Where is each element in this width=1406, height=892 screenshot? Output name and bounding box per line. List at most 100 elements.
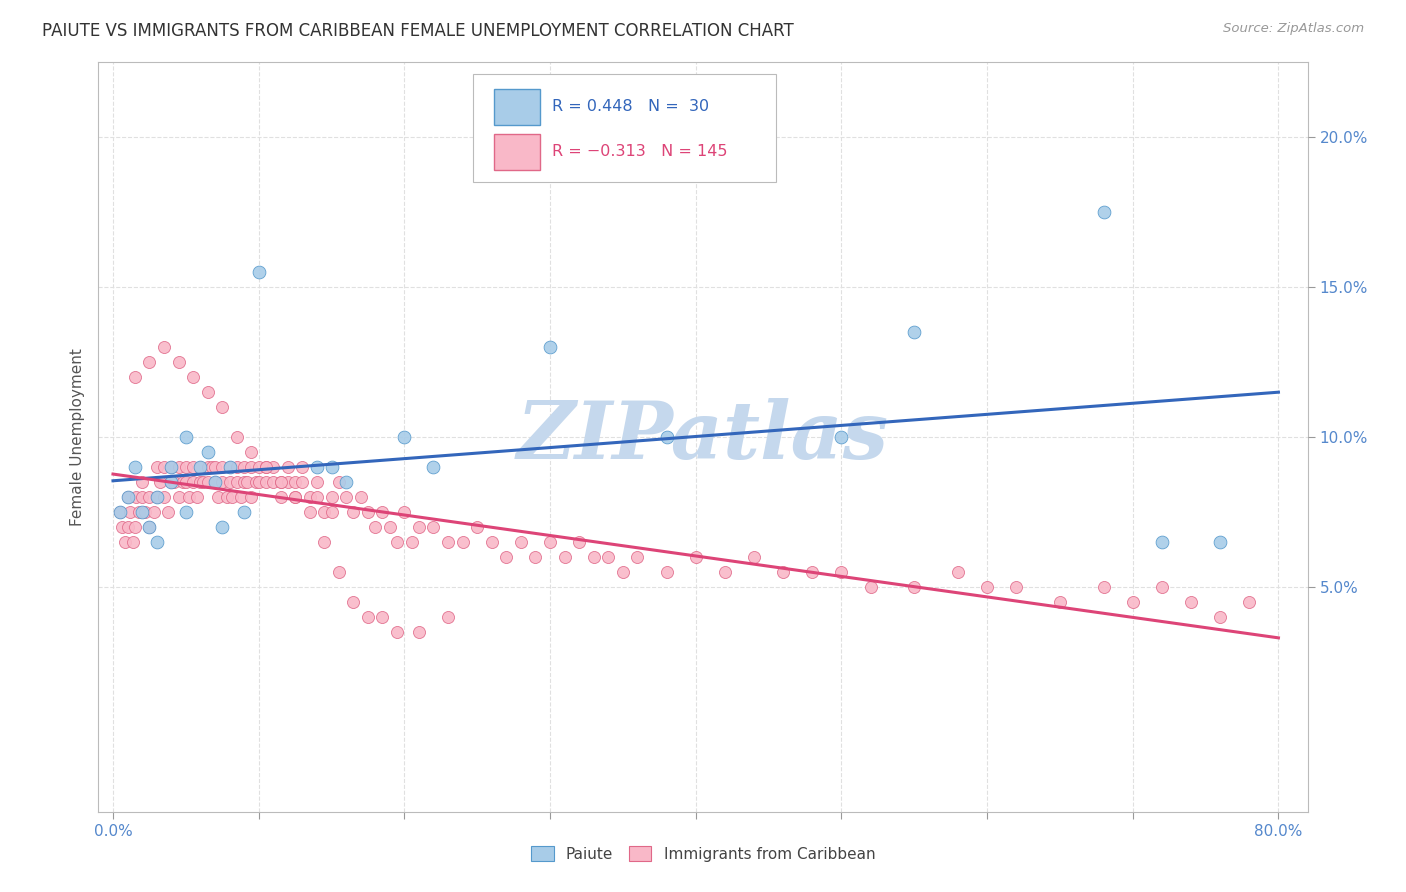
Point (124, 460, 146, 475)
Point (145, 490, 167, 504)
Text: Source: ZipAtlas.com: Source: ZipAtlas.com (1223, 22, 1364, 36)
Point (145, 535, 167, 549)
Point (284, 490, 307, 504)
Point (655, 430, 678, 444)
Point (254, 475, 277, 489)
Point (538, 340, 561, 354)
Point (181, 475, 204, 489)
Point (305, 475, 328, 489)
Point (153, 490, 176, 504)
Point (110, 505, 132, 519)
Point (335, 475, 357, 489)
Point (211, 475, 233, 489)
Point (211, 520, 233, 534)
Point (262, 460, 284, 475)
Point (1150, 580, 1173, 594)
Point (582, 549, 605, 564)
Point (328, 475, 350, 489)
Text: R = 0.448   N =  30: R = 0.448 N = 30 (551, 99, 709, 114)
Point (270, 475, 292, 489)
Point (598, 549, 620, 564)
Point (305, 490, 328, 504)
Point (1005, 580, 1028, 594)
Point (114, 535, 136, 549)
Point (190, 460, 212, 475)
Point (626, 549, 648, 564)
Point (247, 460, 270, 475)
Point (190, 460, 212, 475)
Point (385, 624, 408, 639)
Point (1209, 610, 1232, 624)
Point (321, 460, 343, 475)
Point (138, 355, 160, 369)
Point (124, 370, 146, 384)
Point (801, 565, 824, 579)
Point (946, 565, 969, 579)
Point (394, 505, 416, 519)
Point (153, 340, 176, 354)
Point (714, 565, 737, 579)
Point (145, 490, 167, 504)
Point (111, 520, 134, 534)
Point (394, 430, 416, 444)
Point (167, 355, 190, 369)
Point (298, 505, 321, 519)
Point (291, 460, 314, 475)
Point (167, 490, 190, 504)
Point (321, 490, 343, 504)
Point (612, 565, 634, 579)
Point (174, 505, 197, 519)
Point (903, 325, 925, 339)
Point (655, 565, 678, 579)
Point (197, 460, 219, 475)
Point (1180, 595, 1202, 609)
Point (167, 460, 190, 475)
Point (291, 475, 314, 489)
Point (117, 520, 139, 534)
Point (254, 460, 277, 475)
Point (685, 549, 707, 564)
Point (1239, 595, 1261, 609)
Point (215, 490, 238, 504)
Point (465, 520, 488, 534)
Point (207, 490, 229, 504)
Point (509, 535, 531, 549)
Point (134, 505, 156, 519)
Point (174, 430, 197, 444)
Point (174, 475, 197, 489)
Point (342, 595, 364, 609)
Point (120, 505, 142, 519)
Point (190, 475, 212, 489)
Point (903, 580, 925, 594)
Point (277, 460, 299, 475)
Point (277, 475, 299, 489)
Point (122, 535, 145, 549)
Point (197, 385, 219, 400)
FancyBboxPatch shape (474, 74, 776, 182)
Point (401, 535, 423, 549)
Point (298, 490, 321, 504)
Point (174, 460, 197, 475)
Point (197, 475, 219, 489)
Point (138, 520, 160, 534)
Point (357, 610, 380, 624)
Point (371, 505, 394, 519)
Point (201, 460, 224, 475)
Point (231, 490, 253, 504)
Point (335, 490, 357, 504)
Point (225, 475, 247, 489)
Point (233, 460, 256, 475)
Point (328, 565, 350, 579)
Text: PAIUTE VS IMMIGRANTS FROM CARIBBEAN FEMALE UNEMPLOYMENT CORRELATION CHART: PAIUTE VS IMMIGRANTS FROM CARIBBEAN FEMA… (42, 22, 794, 40)
Point (128, 505, 150, 519)
Point (270, 475, 292, 489)
Point (240, 445, 263, 459)
Point (538, 535, 561, 549)
Point (160, 475, 183, 489)
FancyBboxPatch shape (494, 134, 540, 169)
Point (357, 505, 380, 519)
Point (437, 610, 460, 624)
Point (408, 624, 430, 639)
Point (1122, 595, 1144, 609)
Point (131, 490, 153, 504)
